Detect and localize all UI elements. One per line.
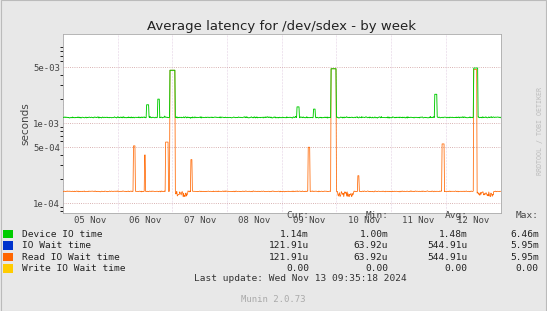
- Text: 0.00: 0.00: [365, 264, 388, 273]
- Text: 1.48m: 1.48m: [439, 230, 468, 239]
- Text: 544.91u: 544.91u: [427, 253, 468, 262]
- Y-axis label: seconds: seconds: [20, 102, 31, 145]
- Text: Last update: Wed Nov 13 09:35:18 2024: Last update: Wed Nov 13 09:35:18 2024: [195, 273, 407, 282]
- Text: Device IO time: Device IO time: [22, 230, 102, 239]
- Text: 63.92u: 63.92u: [354, 253, 388, 262]
- Text: Cur:: Cur:: [286, 211, 309, 220]
- Text: Min:: Min:: [365, 211, 388, 220]
- Text: 5.95m: 5.95m: [510, 253, 539, 262]
- Text: 121.91u: 121.91u: [269, 241, 309, 250]
- Text: 5.95m: 5.95m: [510, 241, 539, 250]
- Text: 1.00m: 1.00m: [359, 230, 388, 239]
- Text: 121.91u: 121.91u: [269, 253, 309, 262]
- Text: Read IO Wait time: Read IO Wait time: [22, 253, 120, 262]
- Text: 0.00: 0.00: [286, 264, 309, 273]
- Text: IO Wait time: IO Wait time: [22, 241, 91, 250]
- Text: Max:: Max:: [516, 211, 539, 220]
- Text: 0.00: 0.00: [516, 264, 539, 273]
- Text: Write IO Wait time: Write IO Wait time: [22, 264, 125, 273]
- Text: 6.46m: 6.46m: [510, 230, 539, 239]
- Text: 63.92u: 63.92u: [354, 241, 388, 250]
- Text: 0.00: 0.00: [445, 264, 468, 273]
- Text: Munin 2.0.73: Munin 2.0.73: [241, 295, 306, 304]
- Text: 544.91u: 544.91u: [427, 241, 468, 250]
- Text: 1.14m: 1.14m: [280, 230, 309, 239]
- Text: RRDTOOL / TOBI OETIKER: RRDTOOL / TOBI OETIKER: [537, 87, 543, 174]
- Title: Average latency for /dev/sdex - by week: Average latency for /dev/sdex - by week: [147, 20, 416, 33]
- Text: Avg:: Avg:: [445, 211, 468, 220]
